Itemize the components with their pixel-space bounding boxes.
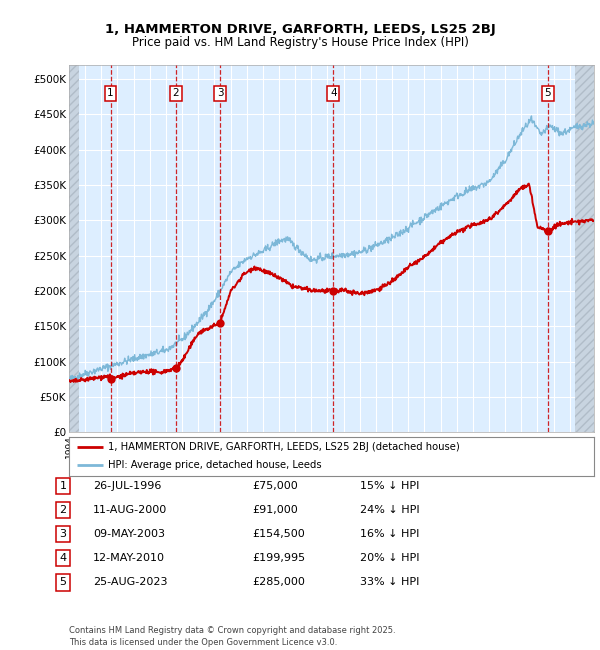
- Text: £154,500: £154,500: [252, 529, 305, 539]
- Text: £75,000: £75,000: [252, 481, 298, 491]
- Text: 26-JUL-1996: 26-JUL-1996: [93, 481, 161, 491]
- Text: 1: 1: [59, 481, 67, 491]
- Text: 1, HAMMERTON DRIVE, GARFORTH, LEEDS, LS25 2BJ: 1, HAMMERTON DRIVE, GARFORTH, LEEDS, LS2…: [104, 23, 496, 36]
- Text: 33% ↓ HPI: 33% ↓ HPI: [360, 577, 419, 588]
- Text: £285,000: £285,000: [252, 577, 305, 588]
- Text: 4: 4: [59, 553, 67, 564]
- Text: £91,000: £91,000: [252, 505, 298, 515]
- Text: 2: 2: [59, 505, 67, 515]
- Text: 20% ↓ HPI: 20% ↓ HPI: [360, 553, 419, 564]
- Text: 11-AUG-2000: 11-AUG-2000: [93, 505, 167, 515]
- Text: 1: 1: [107, 88, 114, 98]
- Text: 2: 2: [172, 88, 179, 98]
- Text: 3: 3: [217, 88, 224, 98]
- Text: 25-AUG-2023: 25-AUG-2023: [93, 577, 167, 588]
- Text: 1, HAMMERTON DRIVE, GARFORTH, LEEDS, LS25 2BJ (detached house): 1, HAMMERTON DRIVE, GARFORTH, LEEDS, LS2…: [109, 443, 460, 452]
- Text: £199,995: £199,995: [252, 553, 305, 564]
- Text: 24% ↓ HPI: 24% ↓ HPI: [360, 505, 419, 515]
- Text: 3: 3: [59, 529, 67, 539]
- Text: 16% ↓ HPI: 16% ↓ HPI: [360, 529, 419, 539]
- Text: Contains HM Land Registry data © Crown copyright and database right 2025.
This d: Contains HM Land Registry data © Crown c…: [69, 626, 395, 647]
- Text: HPI: Average price, detached house, Leeds: HPI: Average price, detached house, Leed…: [109, 460, 322, 470]
- Text: 5: 5: [545, 88, 551, 98]
- Bar: [575, 65, 594, 432]
- Bar: [69, 65, 79, 432]
- Text: 12-MAY-2010: 12-MAY-2010: [93, 553, 165, 564]
- Text: 09-MAY-2003: 09-MAY-2003: [93, 529, 165, 539]
- Text: 15% ↓ HPI: 15% ↓ HPI: [360, 481, 419, 491]
- Text: Price paid vs. HM Land Registry's House Price Index (HPI): Price paid vs. HM Land Registry's House …: [131, 36, 469, 49]
- Text: 5: 5: [59, 577, 67, 588]
- Text: 4: 4: [330, 88, 337, 98]
